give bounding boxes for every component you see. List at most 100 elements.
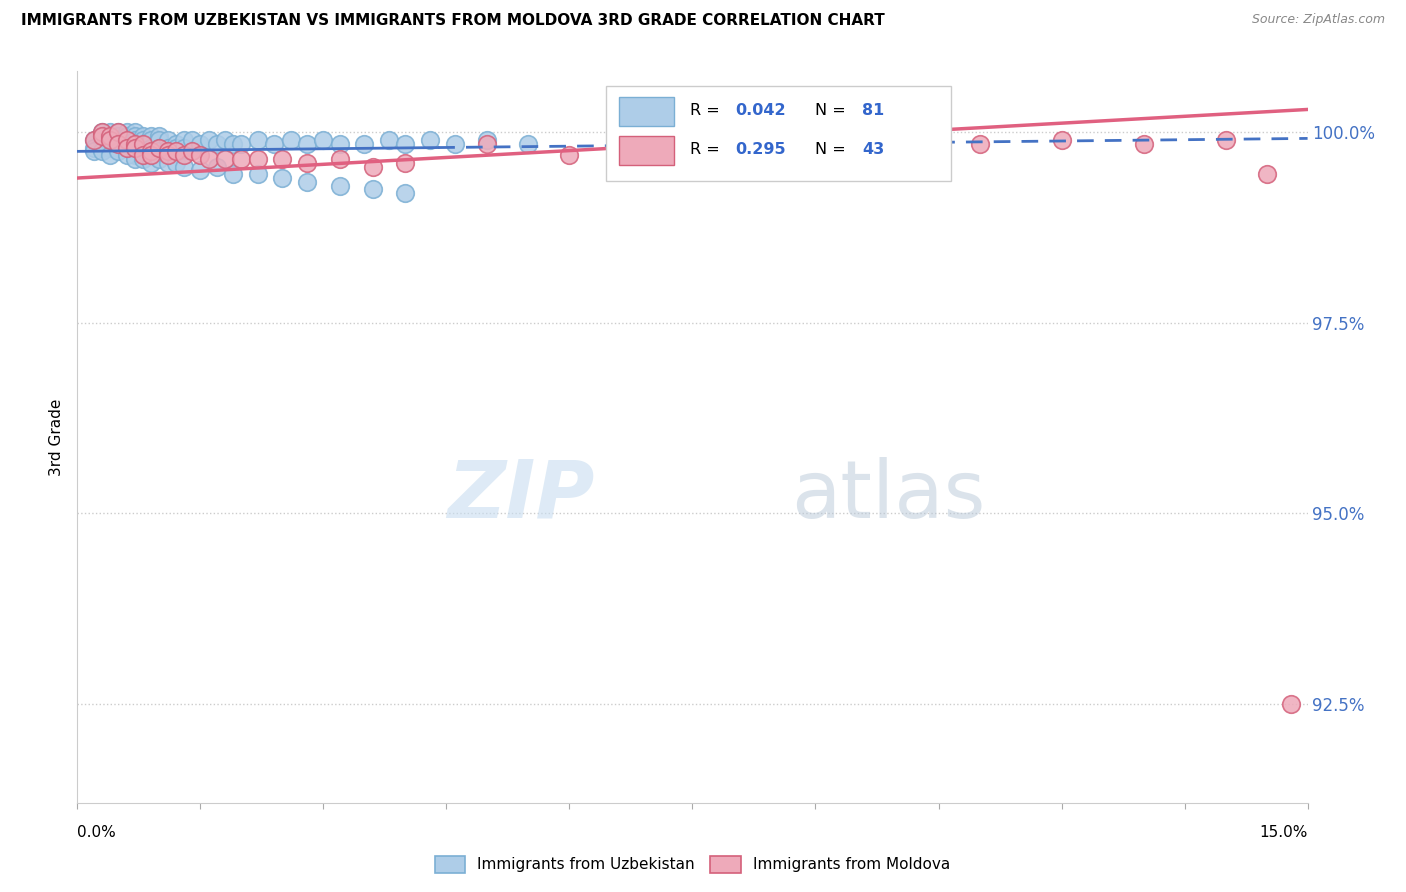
Point (394, 156, 416, 170)
Point (222, 136, 245, 151)
Point (148, 152, 170, 166)
Point (124, 129, 146, 144)
Point (115, 129, 138, 144)
Point (312, 133, 335, 147)
Point (156, 148, 179, 162)
Point (132, 140, 155, 154)
Bar (619, 97, 673, 127)
Text: ZIP: ZIP (447, 457, 595, 534)
Point (90, 125, 114, 139)
Point (148, 133, 170, 147)
Point (148, 129, 170, 144)
Text: 0.295: 0.295 (735, 142, 786, 157)
Point (156, 156, 179, 170)
Point (181, 133, 204, 147)
Point (107, 133, 129, 147)
Point (165, 145, 187, 159)
Text: 81: 81 (862, 103, 884, 119)
Point (419, 133, 441, 147)
Point (1279, 697, 1302, 711)
Point (205, 160, 228, 174)
Point (188, 136, 212, 151)
Point (107, 125, 129, 139)
Text: Source: ZipAtlas.com: Source: ZipAtlas.com (1251, 13, 1385, 27)
Point (90, 125, 114, 139)
Text: R =: R = (690, 142, 725, 157)
Point (132, 148, 155, 162)
Point (173, 160, 195, 174)
Point (271, 171, 294, 186)
FancyBboxPatch shape (606, 86, 950, 181)
Point (173, 140, 195, 154)
Point (141, 145, 163, 159)
Point (353, 136, 375, 151)
Point (295, 175, 318, 189)
Point (115, 125, 138, 139)
Point (107, 129, 129, 144)
Point (98, 129, 121, 144)
Point (205, 136, 228, 151)
Point (107, 125, 129, 139)
Point (107, 145, 129, 159)
Point (280, 133, 302, 147)
Point (107, 136, 129, 151)
Point (132, 129, 155, 144)
Point (165, 136, 187, 151)
Text: N =: N = (815, 142, 852, 157)
Point (969, 136, 991, 151)
Point (83, 140, 105, 154)
Point (124, 148, 146, 162)
Y-axis label: 3rd Grade: 3rd Grade (49, 399, 65, 475)
Point (124, 136, 146, 151)
Point (173, 148, 195, 162)
Point (477, 133, 499, 147)
Point (165, 156, 187, 170)
Point (165, 140, 187, 154)
Point (222, 167, 245, 181)
Point (98, 129, 121, 144)
Point (443, 136, 465, 151)
Text: N =: N = (815, 103, 852, 119)
Point (886, 133, 908, 147)
Point (115, 133, 138, 147)
Point (263, 136, 285, 151)
Point (640, 136, 662, 151)
Point (83, 145, 105, 159)
Point (115, 140, 138, 154)
Point (558, 148, 581, 162)
Point (132, 148, 155, 162)
Point (90, 145, 114, 159)
Point (271, 152, 294, 166)
Point (132, 133, 155, 147)
Point (723, 136, 745, 151)
Point (517, 136, 540, 151)
Point (115, 140, 138, 154)
Point (115, 133, 138, 147)
Point (124, 125, 146, 139)
Point (214, 133, 236, 147)
Point (141, 133, 163, 147)
Point (98, 133, 121, 147)
Point (156, 133, 179, 147)
Point (141, 129, 163, 144)
Point (156, 145, 179, 159)
Point (329, 136, 352, 151)
Point (98, 148, 121, 162)
Point (197, 133, 219, 147)
Point (124, 140, 146, 154)
Point (98, 133, 121, 147)
Point (231, 152, 253, 166)
Point (361, 182, 384, 196)
Point (90, 129, 114, 144)
Text: 0.0%: 0.0% (77, 825, 117, 840)
Legend: Immigrants from Uzbekistan, Immigrants from Moldova: Immigrants from Uzbekistan, Immigrants f… (429, 849, 956, 880)
Point (124, 152, 146, 166)
Text: 0.042: 0.042 (735, 103, 786, 119)
Point (361, 160, 384, 174)
Point (98, 140, 121, 154)
Point (141, 148, 163, 162)
Point (107, 136, 129, 151)
Point (329, 178, 352, 193)
Point (246, 167, 269, 181)
Point (1050, 133, 1073, 147)
